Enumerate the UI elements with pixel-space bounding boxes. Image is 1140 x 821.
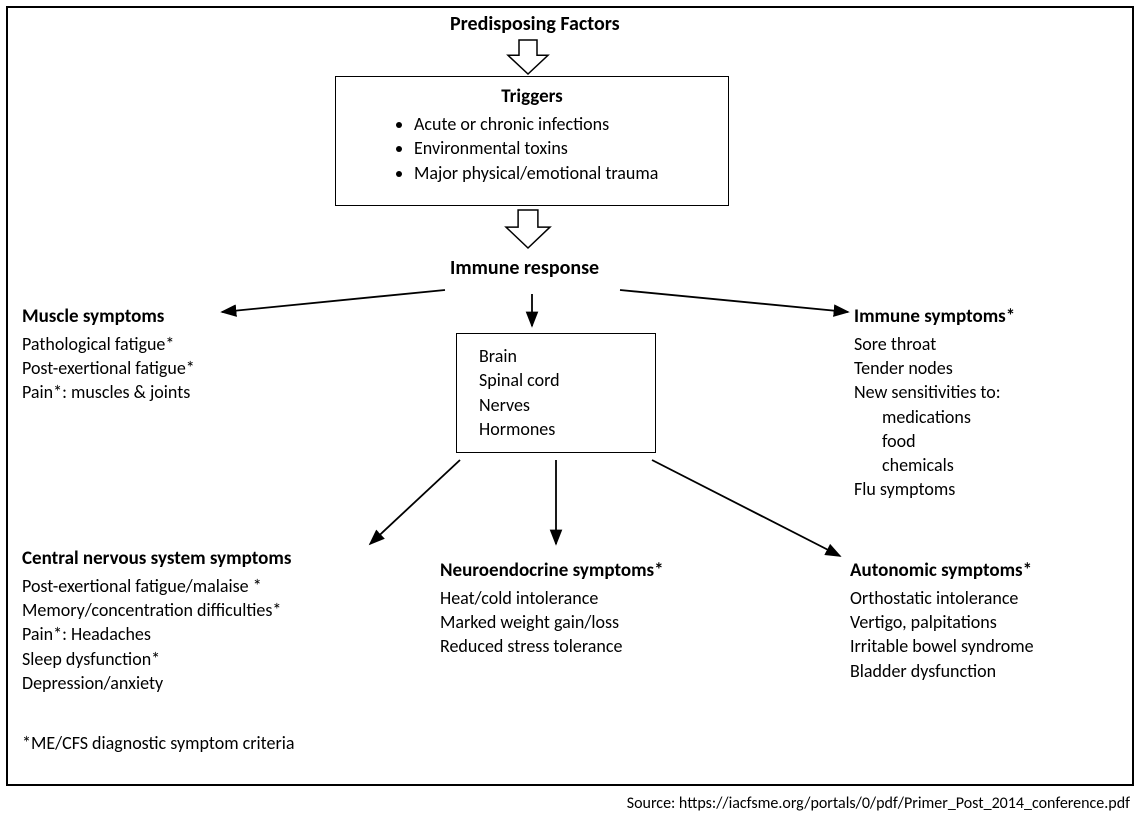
organs-box: Brain Spinal cord Nerves Hormones [456, 333, 656, 453]
immune-group: Immune symptoms* Sore throat Tender node… [854, 304, 1015, 502]
list-item: Vertigo, palpitations [850, 610, 1034, 634]
list-item: chemicals [854, 453, 1015, 477]
triggers-title: Triggers [354, 85, 710, 108]
list-item: Marked weight gain/loss [440, 610, 664, 634]
list-item: Bladder dysfunction [850, 659, 1034, 683]
group-heading: Autonomic symptoms* [850, 558, 1034, 584]
list-item: New sensitivities to: [854, 380, 1015, 404]
list-item: Spinal cord [479, 368, 633, 392]
group-heading: Muscle symptoms [22, 304, 195, 330]
autonomic-group: Autonomic symptoms* Orthostatic intolera… [850, 558, 1034, 683]
list-item: Heat/cold intolerance [440, 586, 664, 610]
list-item: Pathological fatigue* [22, 332, 195, 356]
footnote: *ME/CFS diagnostic symptom criteria [22, 732, 294, 754]
list-item: Nerves [479, 393, 633, 417]
list-item: Sore throat [854, 332, 1015, 356]
group-heading: Central nervous system symptoms [22, 546, 291, 572]
list-item: Environmental toxins [414, 136, 710, 160]
list-item: Depression/anxiety [22, 671, 291, 695]
muscle-group: Muscle symptoms Pathological fatigue* Po… [22, 304, 195, 405]
cns-group: Central nervous system symptoms Post-exe… [22, 546, 291, 695]
list-item: Memory/concentration difficulties* [22, 598, 291, 622]
list-item: Post-exertional fatigue* [22, 356, 195, 380]
list-item: Sleep dysfunction* [22, 647, 291, 671]
immune-response-label: Immune response [450, 256, 599, 280]
list-item: medications [854, 405, 1015, 429]
list-item: Pain*: muscles & joints [22, 380, 195, 404]
list-item: Post-exertional fatigue/malaise * [22, 574, 291, 598]
predisposing-title: Predisposing Factors [450, 12, 620, 36]
list-item: Brain [479, 344, 633, 368]
list-item: food [854, 429, 1015, 453]
list-item: Flu symptoms [854, 477, 1015, 501]
source-line: Source: https://iacfsme.org/portals/0/pd… [627, 794, 1130, 813]
triggers-list: Acute or chronic infections Environmenta… [354, 112, 710, 185]
group-heading: Immune symptoms* [854, 304, 1015, 330]
list-item: Major physical/emotional trauma [414, 161, 710, 185]
list-item: Hormones [479, 417, 633, 441]
neuroendocrine-group: Neuroendocrine symptoms* Heat/cold intol… [440, 558, 664, 659]
group-heading: Neuroendocrine symptoms* [440, 558, 664, 584]
list-item: Irritable bowel syndrome [850, 634, 1034, 658]
list-item: Orthostatic intolerance [850, 586, 1034, 610]
list-item: Pain*: Headaches [22, 622, 291, 646]
list-item: Reduced stress tolerance [440, 634, 664, 658]
list-item: Acute or chronic infections [414, 112, 710, 136]
list-item: Tender nodes [854, 356, 1015, 380]
triggers-box: Triggers Acute or chronic infections Env… [335, 76, 729, 206]
